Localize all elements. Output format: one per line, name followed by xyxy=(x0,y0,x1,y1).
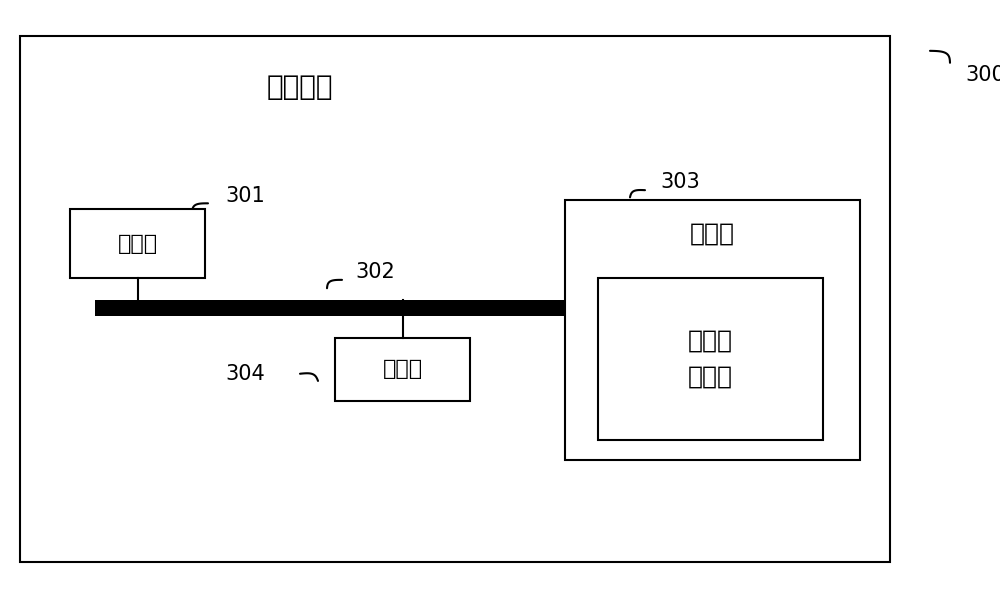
Bar xyxy=(335,338,470,401)
Bar xyxy=(70,209,205,278)
Text: 300: 300 xyxy=(965,65,1000,85)
Text: 处理器: 处理器 xyxy=(117,234,158,254)
Text: 304: 304 xyxy=(225,364,265,384)
Text: 存储器: 存储器 xyxy=(690,221,735,245)
Bar xyxy=(598,278,823,440)
Text: 301: 301 xyxy=(225,186,265,206)
Text: 302: 302 xyxy=(355,262,395,282)
Text: 应用程
序代码: 应用程 序代码 xyxy=(688,329,733,389)
Bar xyxy=(95,300,725,316)
Text: 303: 303 xyxy=(660,172,700,193)
Bar xyxy=(565,200,860,460)
Bar xyxy=(20,36,890,562)
Text: 收发器: 收发器 xyxy=(382,359,423,379)
Text: 电子设备: 电子设备 xyxy=(267,73,333,100)
